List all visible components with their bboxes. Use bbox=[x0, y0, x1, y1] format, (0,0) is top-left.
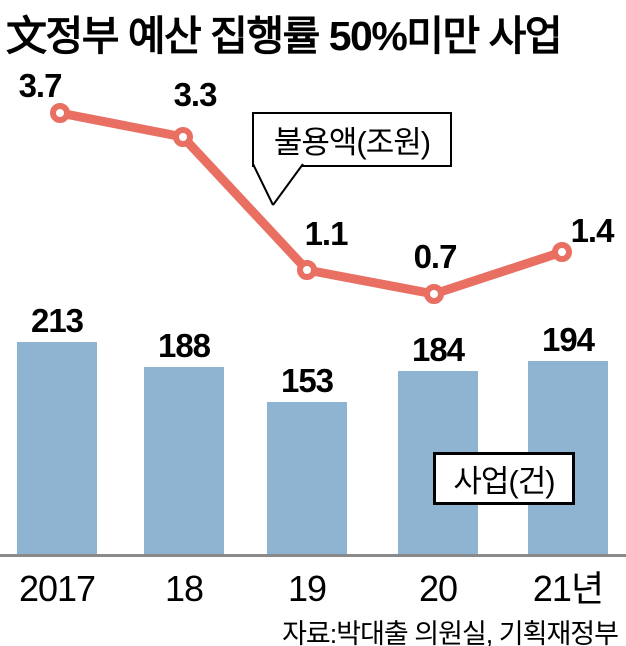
bar-value-label: 213 bbox=[31, 302, 84, 339]
line-marker bbox=[50, 103, 70, 123]
line-value-label: 1.1 bbox=[305, 215, 349, 252]
bar-value-label: 188 bbox=[158, 327, 211, 364]
bar-2017 bbox=[17, 342, 97, 555]
x-axis-label: 19 bbox=[288, 568, 326, 609]
x-axis-label: 21년 bbox=[533, 568, 603, 609]
x-axis-label: 2017 bbox=[19, 568, 95, 609]
line-value-label: 3.7 bbox=[19, 67, 62, 104]
line-value-label: 1.4 bbox=[571, 212, 616, 249]
line-value-label: 0.7 bbox=[414, 238, 457, 275]
bar-value-label: 184 bbox=[412, 331, 466, 368]
chart-title: 文정부 예산 집행률 50%미만 사업 bbox=[6, 13, 563, 59]
bar-series-legend-label: 사업(건) bbox=[453, 464, 555, 499]
line-value-label: 3.3 bbox=[174, 76, 218, 113]
bar-value-label: 194 bbox=[542, 321, 596, 358]
line-marker bbox=[173, 127, 193, 147]
bar-series-legend-box: 사업(건) bbox=[433, 452, 575, 505]
bar-19 bbox=[267, 402, 347, 555]
line-marker bbox=[552, 242, 572, 262]
x-axis-line bbox=[0, 554, 626, 557]
line-series-legend-box: 불용액(조원) bbox=[252, 112, 452, 167]
line-marker bbox=[297, 260, 317, 280]
source-credit: 자료:박대출 의원실, 기획재정부 bbox=[282, 619, 619, 646]
line-marker bbox=[424, 284, 444, 304]
bar-value-label: 153 bbox=[281, 362, 334, 399]
bar-18 bbox=[144, 367, 224, 555]
x-axis-label: 20 bbox=[419, 568, 457, 609]
x-axis-label: 18 bbox=[165, 568, 203, 609]
line-series-legend-label: 불용액(조원) bbox=[273, 125, 431, 160]
